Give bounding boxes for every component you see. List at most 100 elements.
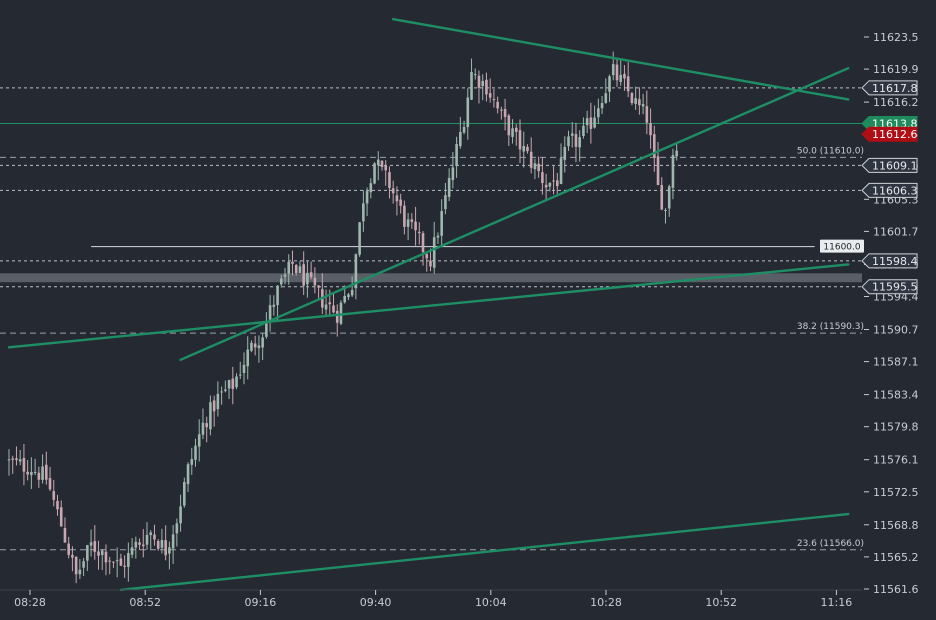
candle-body-112 [425,254,429,259]
candle-body-67 [257,345,261,349]
candle-body-45 [175,523,179,534]
candle-body-76 [291,261,294,264]
candle-body-37 [145,534,149,545]
candle-body-113 [429,260,432,267]
candle-body-106 [403,205,406,227]
candle-body-89 [339,302,343,324]
price-axis-label-10: 11587.1 [873,356,919,369]
candle-body-131 [496,101,499,109]
candle-body-48 [186,464,190,485]
price-axis[interactable]: 11623.511619.911616.211612.611609.011605… [864,31,919,596]
candle-body-95 [362,203,365,222]
trendlines-layer[interactable] [7,17,850,592]
candle-body-16 [67,543,70,555]
candle-body-146 [552,180,555,182]
candle-body-46 [179,506,182,524]
candle-body-161 [608,76,611,92]
candle-body-148 [559,158,563,185]
candle-body-122 [462,126,466,133]
price-tag-3-box [861,182,918,198]
candle-body-105 [399,199,402,206]
candle-body-49 [190,459,194,465]
candle-body-104 [395,195,399,202]
candle-body-1 [11,458,15,460]
candle-body-115 [436,235,440,238]
candle-body-63 [242,364,246,373]
candle-body-139 [526,146,529,152]
candle-body-2 [15,458,18,461]
candle-body-101 [384,165,388,171]
candle-body-90 [343,296,346,303]
candle-body-143 [541,172,544,184]
candle-body-170 [641,104,645,107]
candle-body-18 [74,556,78,575]
price-tag-4-box [861,253,918,269]
candle-body-13 [56,500,59,510]
candle-body-11 [48,478,52,490]
candle-body-5 [26,471,29,475]
candle-body-19 [78,569,82,575]
candle-body-157 [593,117,596,128]
candle-body-85 [324,304,328,310]
candle-body-114 [432,237,436,268]
trendline-0 [7,263,850,349]
candle-body-149 [563,146,567,160]
candle-body-152 [574,134,578,147]
candle-body-173 [652,134,656,158]
price-axis-label-1: 11619.9 [873,63,919,76]
price-tag-0-box [861,80,918,96]
candle-body-136 [514,127,518,132]
candle-body-33 [130,547,134,555]
candle-body-36 [141,544,145,547]
candle-body-22 [89,542,93,546]
candle-body-117 [444,195,447,210]
candle-body-109 [414,221,417,231]
candle-body-169 [638,99,641,106]
candle-body-98 [373,163,376,184]
candle-body-134 [507,115,511,136]
price-axis-label-2: 11616.2 [873,96,919,109]
candle-body-79 [302,264,305,286]
candle-body-177 [667,186,671,209]
candle-body-35 [138,542,141,545]
candle-body-166 [626,76,630,92]
candle-body-154 [582,125,585,137]
candle-body-73 [279,278,283,285]
candle-body-60 [231,378,235,389]
candle-body-147 [556,180,559,187]
candles-layer [7,51,678,584]
candle-body-43 [168,547,171,554]
candle-body-29 [115,560,119,562]
candle-body-121 [459,132,462,147]
candle-body-87 [332,305,335,313]
current-price-tag-box [861,126,918,142]
candle-body-96 [365,191,369,204]
support-zone-band [0,273,862,283]
candle-body-66 [253,343,257,348]
candle-body-142 [537,163,540,172]
candle-body-59 [227,380,231,389]
fib-level-label-2: 23.6 (11566.0) [797,539,864,549]
candle-body-94 [358,222,361,255]
price-labels-layer: 11617.811613.811609.111606.311598.411595… [861,80,918,295]
candle-body-9 [41,466,44,480]
candle-body-52 [201,422,205,435]
time-axis[interactable]: 08:28 08:52 09:16 09:40 10:04 10:28 10:52 11:16 [0,589,862,609]
candle-body-17 [71,554,74,558]
price-axis-label-11: 11583.4 [873,389,919,402]
candle-body-23 [93,541,97,552]
trendline-1 [179,67,850,362]
candle-body-164 [619,74,623,82]
candle-body-12 [52,491,56,500]
candle-body-110 [418,231,421,234]
candle-body-28 [112,561,115,563]
candle-body-174 [656,156,660,186]
candle-body-118 [447,177,451,197]
candle-body-162 [611,64,615,76]
candle-body-47 [183,482,186,506]
candle-body-88 [335,310,339,323]
candle-body-26 [104,551,108,563]
candle-body-10 [45,464,48,480]
